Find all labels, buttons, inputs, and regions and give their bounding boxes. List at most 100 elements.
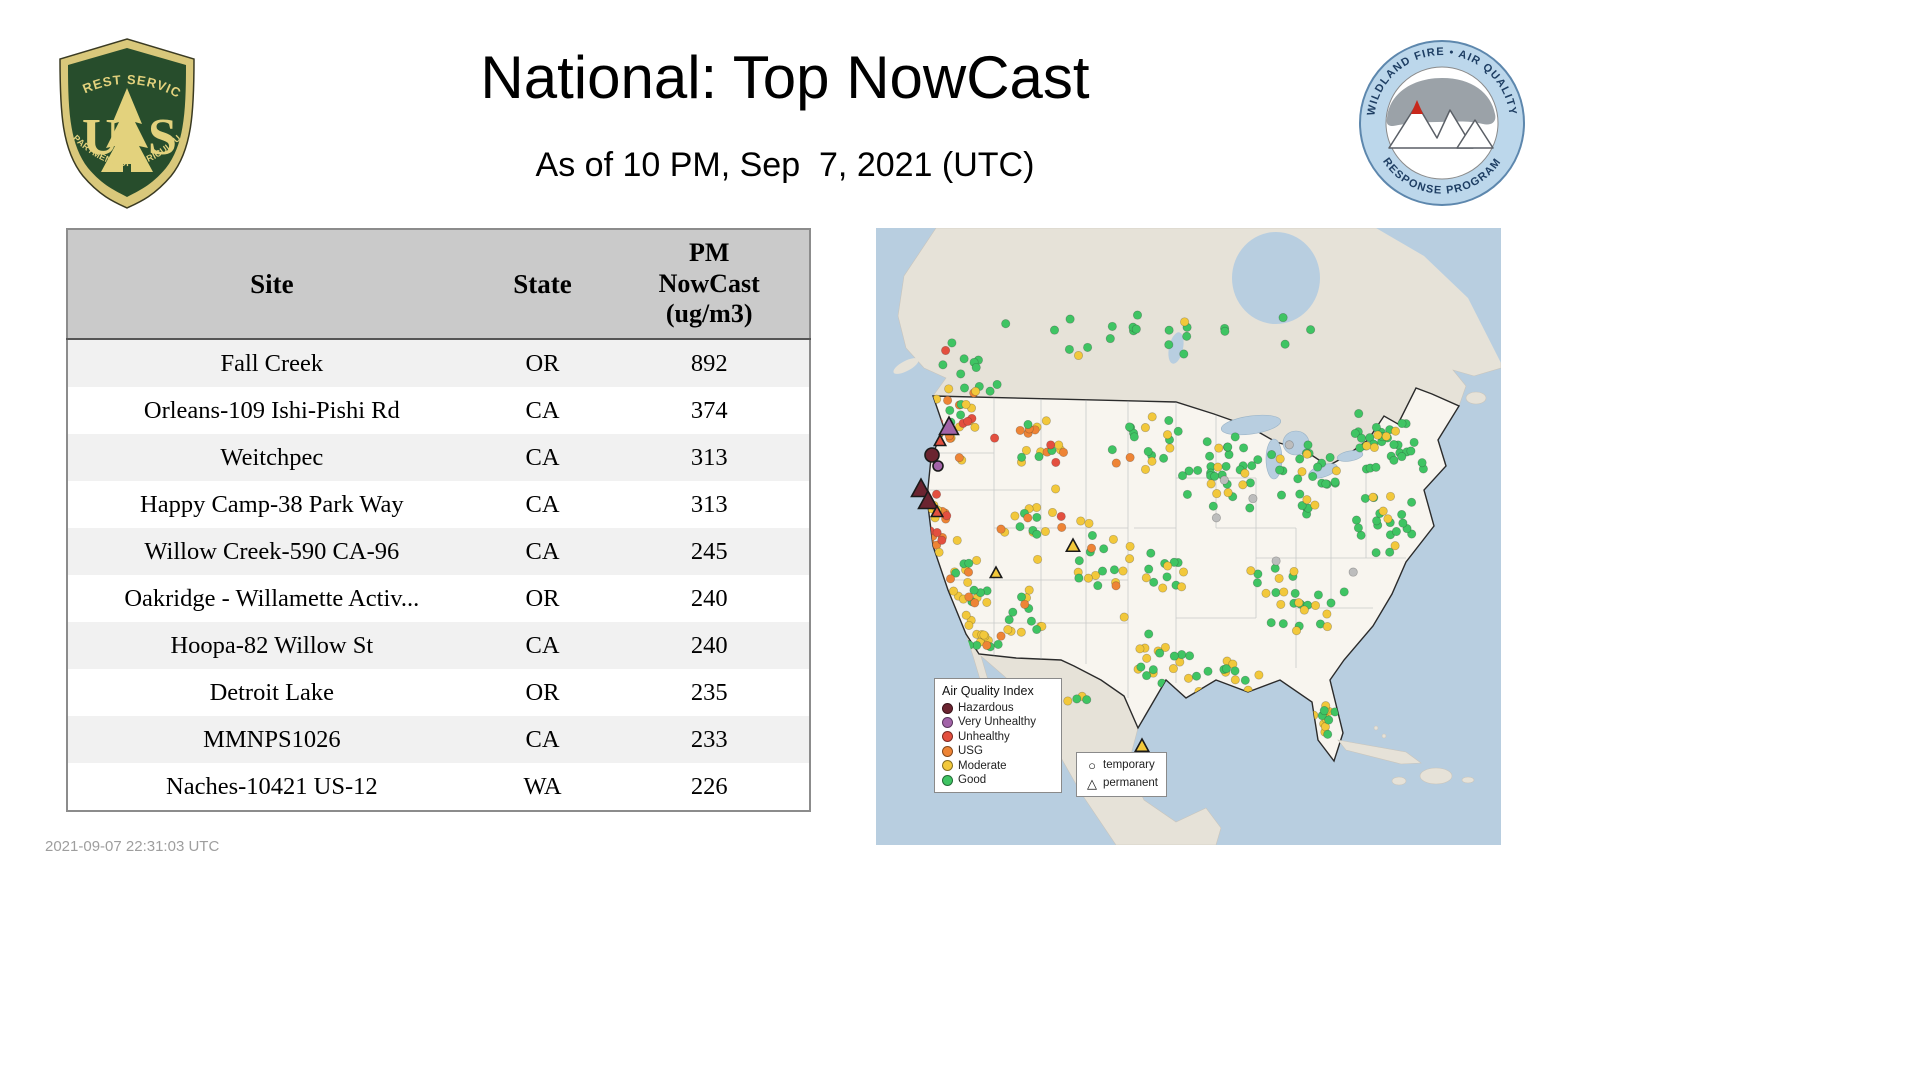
monitor-dot bbox=[1230, 675, 1240, 685]
monitor-dot bbox=[1322, 609, 1332, 619]
monitor-dot bbox=[1356, 433, 1367, 443]
monitor-dot bbox=[1253, 455, 1263, 465]
monitor-dot bbox=[1016, 592, 1027, 602]
monitor-dot bbox=[1214, 443, 1224, 453]
mountain-small-icon bbox=[1456, 119, 1494, 149]
monitor-dot bbox=[1308, 471, 1318, 482]
monitor-dot bbox=[1354, 409, 1364, 419]
monitor-dot bbox=[1063, 696, 1073, 706]
monitor-dot bbox=[1032, 502, 1042, 513]
site-cell: Oakridge - Willamette Activ... bbox=[124, 584, 420, 612]
hudson-bay bbox=[1232, 232, 1320, 324]
monitor-dot bbox=[963, 416, 973, 426]
monitor-dot bbox=[1202, 437, 1212, 447]
monitor-marker-moderate bbox=[988, 565, 1004, 579]
nowcast-table: Site State PM NowCast (ug/m3) Fall Creek… bbox=[66, 228, 811, 813]
very_unhealthy-dot-icon bbox=[942, 717, 953, 729]
monitor-dot bbox=[1191, 671, 1202, 681]
value-cell: 313 bbox=[690, 490, 728, 518]
monitor-dot bbox=[1371, 422, 1381, 432]
monitor-marker-hazardous bbox=[917, 489, 939, 510]
monitor-dot bbox=[1325, 452, 1335, 463]
monitor-dot bbox=[1023, 513, 1033, 523]
state-cell: CA bbox=[525, 537, 560, 565]
monitor-dot bbox=[1310, 600, 1321, 611]
monitor-dot bbox=[1373, 430, 1383, 440]
monitor-dot bbox=[1180, 317, 1190, 327]
monitor-dot bbox=[1162, 430, 1173, 440]
monitor-dot bbox=[943, 395, 953, 405]
site-cell: Happy Camp-38 Park Way bbox=[140, 490, 404, 518]
monitor-dot bbox=[1371, 462, 1381, 472]
monitor-dot bbox=[1143, 446, 1153, 457]
monitor-dot bbox=[1082, 695, 1092, 705]
table-row: Fall Creek OR 892 bbox=[67, 339, 810, 388]
map-svg bbox=[876, 228, 1501, 845]
monitor-marker-very_unhealthy bbox=[938, 415, 960, 436]
monitor-dot bbox=[1278, 313, 1288, 323]
monitor-dot bbox=[947, 338, 957, 348]
marker-legend-items: ○ temporary △ permanent bbox=[1085, 757, 1158, 792]
triangle-outline-icon: △ bbox=[1087, 775, 1097, 791]
monitor-dot bbox=[1141, 573, 1151, 583]
monitor-dot bbox=[1223, 442, 1233, 452]
monitor-dot bbox=[1020, 599, 1030, 609]
monitor-dot bbox=[1239, 443, 1249, 453]
monitor-dot bbox=[1169, 557, 1179, 567]
monitor-dot bbox=[1086, 543, 1097, 553]
table-row: Orleans-109 Ishi-Pishi Rd CA 374 bbox=[67, 387, 810, 435]
monitor-dot bbox=[1158, 583, 1168, 593]
monitor-dot bbox=[1177, 650, 1187, 660]
monitor-dot bbox=[1378, 506, 1388, 516]
monitor-dot bbox=[1206, 479, 1216, 489]
monitor-dot bbox=[1177, 471, 1188, 481]
monitor-dot bbox=[1073, 350, 1084, 361]
monitor-dot bbox=[1248, 494, 1258, 504]
monitor-marker-moderate bbox=[1134, 737, 1150, 753]
monitor-dot bbox=[972, 555, 982, 565]
monitor-dot bbox=[1032, 624, 1042, 635]
flame-icon bbox=[1411, 100, 1423, 114]
monitor-dot bbox=[1148, 665, 1158, 675]
monitor-dot bbox=[1132, 310, 1143, 320]
monitor-dot bbox=[990, 433, 1000, 443]
monitor-dot bbox=[1208, 501, 1218, 511]
monitor-dot bbox=[1383, 514, 1393, 524]
state-cell: CA bbox=[525, 443, 560, 471]
monitor-dot bbox=[1165, 443, 1175, 453]
marker-legend-item-temporary: ○ temporary bbox=[1085, 757, 1158, 775]
vancouver-island bbox=[893, 358, 919, 374]
aqi-legend-items: Hazardous Very Unhealthy Unhealthy USG Moder… bbox=[942, 701, 1054, 787]
monitor-dot bbox=[1084, 518, 1094, 528]
monitor-dot bbox=[1266, 618, 1276, 628]
monitor-dot bbox=[1369, 442, 1379, 453]
monitor-dot bbox=[1099, 544, 1109, 554]
monitor-dot bbox=[1205, 451, 1215, 461]
monitor-dot bbox=[1177, 582, 1187, 592]
aqi-legend-item-unhealthy: Unhealthy bbox=[942, 730, 1054, 744]
site-cell: Hoopa-82 Willow St bbox=[170, 631, 374, 659]
unhealthy-dot-icon bbox=[942, 731, 953, 743]
monitor-dot bbox=[964, 620, 974, 630]
generated-timestamp: 2021-09-07 22:31:03 UTC bbox=[45, 838, 220, 855]
value-cell: 226 bbox=[690, 772, 728, 800]
monitor-dot bbox=[1353, 523, 1363, 533]
aqi-legend-label: Moderate bbox=[958, 759, 1007, 772]
monitor-dot bbox=[1302, 449, 1312, 459]
monitor-dot bbox=[1147, 456, 1157, 466]
page-header: National: Top NowCast As of 10 PM, Sep 7… bbox=[375, 42, 1195, 185]
monitor-dot bbox=[932, 528, 942, 538]
monitor-dot bbox=[1040, 526, 1050, 537]
monitor-dot bbox=[993, 639, 1003, 649]
table-header-row: Site State PM NowCast (ug/m3) bbox=[67, 229, 810, 341]
monitor-dot bbox=[1230, 666, 1240, 676]
table-row: Willow Creek-590 CA-96 CA 245 bbox=[67, 528, 810, 576]
monitor-dot bbox=[1253, 569, 1263, 579]
monitor-dot bbox=[938, 360, 948, 370]
monitor-dot bbox=[1178, 567, 1189, 577]
col-header-pm-nowcast: PM NowCast (ug/m3) bbox=[609, 229, 810, 341]
aqi-legend-label: Hazardous bbox=[958, 702, 1014, 714]
monitor-dot bbox=[1212, 489, 1222, 499]
monitor-dot bbox=[1058, 447, 1069, 457]
monitor-dot bbox=[1339, 587, 1349, 597]
